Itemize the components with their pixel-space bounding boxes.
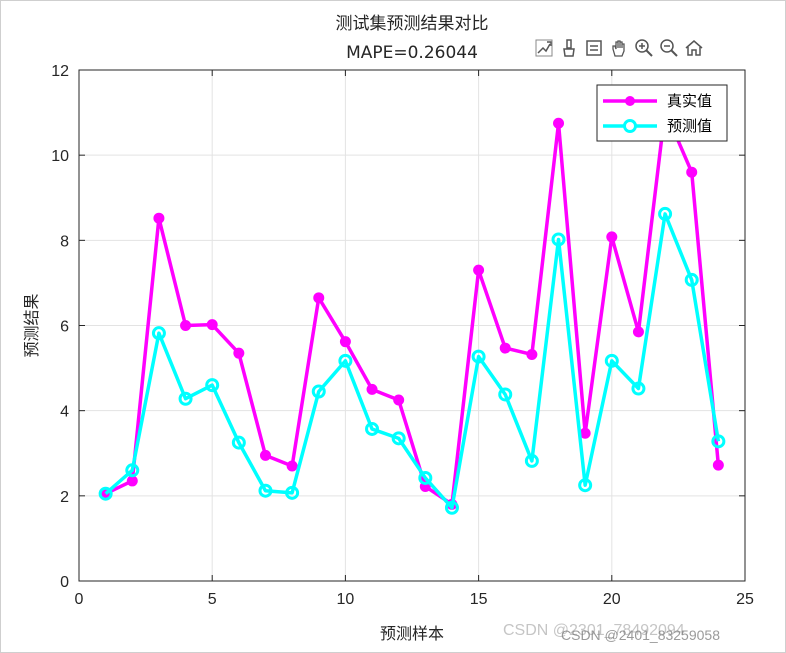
data-point <box>311 384 326 399</box>
legend-label: 真实值 <box>667 92 712 110</box>
data-point <box>418 470 433 485</box>
x-tick-label: 5 <box>208 591 217 608</box>
data-point <box>205 378 220 393</box>
x-axis-label: 预测样本 <box>380 624 444 643</box>
data-tips-icon[interactable] <box>583 37 605 59</box>
data-point <box>151 326 166 341</box>
data-point <box>259 449 271 461</box>
zoom-out-icon[interactable] <box>658 37 680 59</box>
data-point <box>711 434 726 449</box>
data-point <box>551 232 566 247</box>
data-point <box>313 292 325 304</box>
chart-title: 测试集预测结果对比 <box>336 14 489 34</box>
data-point <box>444 500 459 515</box>
x-tick-label: 0 <box>75 591 84 608</box>
data-point <box>606 231 618 243</box>
x-tick-label: 10 <box>337 591 355 608</box>
zoom-in-icon[interactable] <box>633 37 655 59</box>
data-point <box>125 463 140 478</box>
data-point <box>258 483 273 498</box>
legend-marker <box>623 119 637 133</box>
y-tick-label: 2 <box>60 489 69 506</box>
data-point <box>339 336 351 348</box>
x-tick-label: 25 <box>736 591 754 608</box>
data-point <box>233 347 245 359</box>
data-point <box>366 383 378 395</box>
data-point <box>338 353 353 368</box>
data-point <box>178 391 193 406</box>
watermark-secondary: CSDN @2401_83259058 <box>561 627 720 643</box>
y-tick-label: 0 <box>60 574 69 591</box>
axes-toolbar <box>533 37 705 59</box>
y-tick-label: 12 <box>51 63 69 80</box>
data-point <box>498 387 513 402</box>
data-point <box>393 394 405 406</box>
legend-label: 预测值 <box>667 117 712 135</box>
data-point <box>180 320 192 331</box>
data-point <box>391 431 406 446</box>
watermark-primary: CSDN @2301_78492094 <box>503 622 685 639</box>
y-tick-label: 4 <box>60 404 69 421</box>
data-point <box>712 459 724 471</box>
data-point <box>658 206 673 221</box>
x-tick-label: 20 <box>603 591 621 608</box>
data-point <box>285 485 300 500</box>
data-point <box>604 353 619 368</box>
data-point <box>553 117 565 129</box>
y-tick-label: 10 <box>51 148 69 165</box>
home-icon[interactable] <box>683 37 705 59</box>
data-point <box>632 326 644 338</box>
series-2 <box>98 206 726 515</box>
export-icon[interactable] <box>533 37 555 59</box>
data-point <box>126 475 138 487</box>
data-point <box>206 319 218 331</box>
data-point <box>471 349 486 364</box>
legend-marker <box>625 96 635 106</box>
data-point <box>231 435 246 450</box>
pan-icon[interactable] <box>608 37 630 59</box>
data-point <box>684 272 699 287</box>
data-point <box>499 342 511 354</box>
data-point <box>286 460 298 472</box>
legend-box <box>596 84 728 142</box>
data-point <box>365 421 380 436</box>
x-tick-label: 15 <box>470 591 488 608</box>
y-tick-label: 8 <box>60 233 69 250</box>
y-axis-label: 预测结果 <box>22 293 41 357</box>
data-point <box>98 486 113 501</box>
data-point <box>153 212 165 224</box>
chart-subtitle: MAPE=0.26044 <box>346 43 478 63</box>
data-point <box>473 264 485 276</box>
data-point <box>526 348 538 360</box>
data-point <box>578 478 593 493</box>
y-tick-label: 6 <box>60 319 69 336</box>
data-point <box>631 381 646 396</box>
data-point <box>686 166 698 178</box>
data-point <box>524 453 539 468</box>
brush-icon[interactable] <box>558 37 580 59</box>
